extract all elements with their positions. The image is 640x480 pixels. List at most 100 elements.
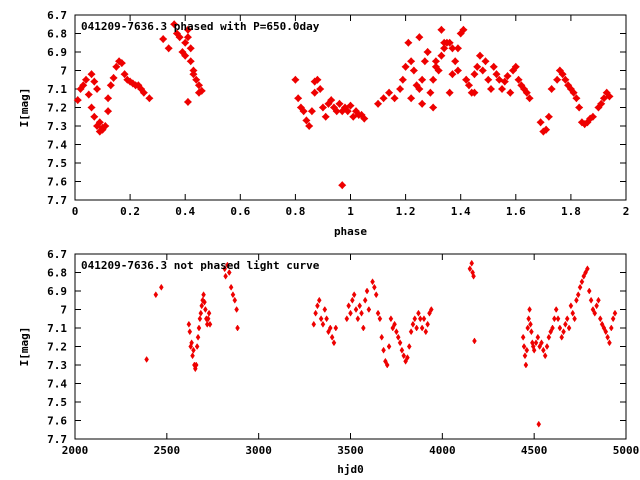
- data-point: [338, 181, 347, 190]
- data-point: [310, 88, 319, 97]
- data-point: [472, 337, 477, 345]
- unphased-light-curve-panel: 2000 2500 3000 3500 4000 4500 5000 6.7 6.8 6.9 7 7.…: [18, 248, 639, 476]
- data-point: [194, 343, 200, 350]
- data-point: [109, 73, 118, 82]
- data-point: [570, 309, 576, 317]
- data-point: [112, 62, 121, 71]
- data-point: [410, 320, 416, 328]
- data-point: [159, 35, 168, 44]
- data-point: [193, 361, 199, 369]
- data-point: [398, 75, 407, 84]
- plot-frame: [74, 253, 627, 440]
- data-point: [459, 25, 468, 34]
- data-point: [333, 324, 339, 332]
- data-point: [189, 339, 194, 347]
- x-axis-title: phase: [334, 225, 367, 238]
- data-point: [558, 70, 567, 79]
- x-tick-label: 3500: [337, 444, 364, 457]
- data-point: [581, 272, 587, 280]
- data-point: [360, 114, 369, 123]
- plot-title: 041209-7636.3 not phased light curve: [81, 259, 320, 272]
- y-axis-title: I[mag]: [18, 327, 31, 367]
- data-point: [329, 333, 335, 341]
- data-point: [374, 99, 383, 108]
- x-tick-label: 1.8: [561, 205, 581, 218]
- data-point: [612, 309, 618, 317]
- data-point: [226, 269, 232, 276]
- data-point: [541, 346, 546, 354]
- x-tick-label: 2500: [154, 444, 181, 457]
- data-point: [408, 328, 414, 336]
- x-tick-label: 1.4: [451, 205, 471, 218]
- data-point: [183, 33, 192, 42]
- data-point: [153, 291, 159, 299]
- data-point: [462, 75, 471, 84]
- data-point: [473, 62, 482, 71]
- y-tick-label: 7: [60, 65, 67, 78]
- data-point: [544, 112, 553, 121]
- data-point: [579, 278, 585, 286]
- data-point: [416, 309, 421, 317]
- data-point: [524, 346, 530, 354]
- data-point: [592, 309, 598, 317]
- data-point: [575, 291, 581, 299]
- data-point: [511, 62, 520, 71]
- data-point: [418, 75, 427, 84]
- data-point: [407, 57, 416, 66]
- data-point: [469, 259, 475, 267]
- data-point: [453, 66, 463, 75]
- data-point: [362, 296, 368, 304]
- data-point: [101, 121, 110, 131]
- data-point: [186, 57, 195, 66]
- data-point: [106, 81, 115, 90]
- data-point: [405, 354, 410, 362]
- data-point: [192, 75, 201, 84]
- data-point: [403, 357, 408, 365]
- y-tick-label: 7.2: [47, 341, 67, 354]
- data-point: [503, 71, 512, 81]
- data-point: [500, 77, 509, 86]
- data-point: [609, 324, 614, 332]
- data-point: [181, 51, 190, 60]
- data-point: [574, 296, 579, 304]
- data-point: [539, 339, 544, 347]
- data-point: [235, 324, 240, 332]
- data-point: [561, 75, 570, 84]
- data-point: [605, 333, 610, 341]
- data-point: [370, 278, 375, 286]
- data-point: [440, 38, 449, 47]
- data-point: [205, 315, 211, 323]
- data-point: [183, 97, 192, 107]
- data-point: [87, 70, 96, 79]
- y-tick-label: 7.6: [47, 176, 67, 189]
- data-point: [550, 324, 555, 332]
- data-point: [566, 324, 572, 332]
- data-point: [383, 357, 388, 365]
- data-point: [198, 309, 204, 317]
- data-point: [429, 306, 434, 313]
- x-tick-label: 0: [72, 205, 79, 218]
- data-point: [190, 352, 195, 360]
- data-point: [170, 20, 179, 29]
- y-tick-label: 7.6: [47, 415, 67, 428]
- x-tick-label: 2000: [62, 444, 89, 457]
- data-point: [366, 306, 372, 313]
- data-point: [495, 75, 504, 84]
- x-tick-label: 1.6: [506, 205, 526, 218]
- data-point: [186, 44, 195, 53]
- data-point: [522, 352, 528, 360]
- data-point: [397, 339, 403, 347]
- data-point: [379, 94, 388, 103]
- data-point: [599, 94, 609, 103]
- data-point: [385, 88, 394, 97]
- data-point: [420, 57, 429, 66]
- data-point: [492, 70, 501, 79]
- data-point: [467, 265, 473, 273]
- data-point: [531, 346, 537, 354]
- data-point: [316, 84, 325, 94]
- y-tick-label: 7: [60, 304, 67, 317]
- data-point: [425, 320, 430, 328]
- data-point: [421, 315, 427, 323]
- data-point: [225, 261, 230, 269]
- y-tick-label: 6.9: [47, 285, 67, 298]
